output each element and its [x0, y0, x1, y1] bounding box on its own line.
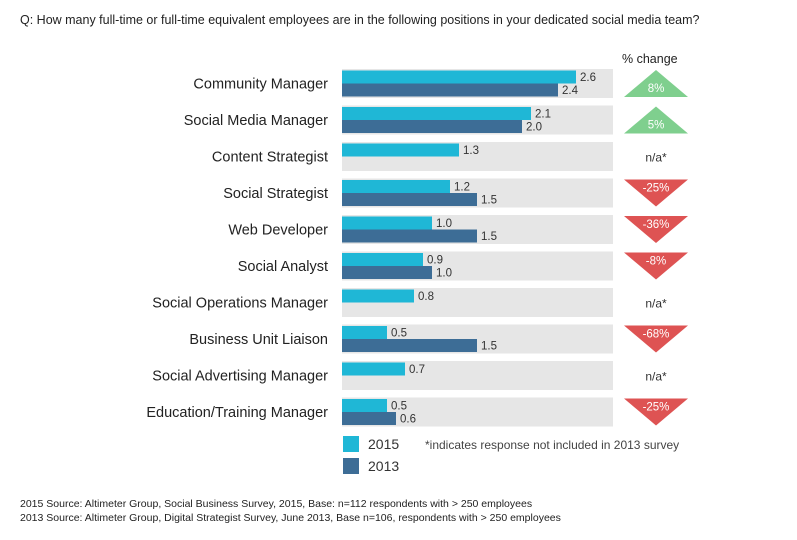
value-label-2015: 2.1: [535, 109, 551, 121]
value-label-2015: 1.0: [436, 218, 452, 230]
value-label-2013: 0.6: [400, 414, 416, 426]
bar-2015: [342, 70, 576, 84]
bar-2015: [342, 107, 531, 120]
category-label: Social Strategist: [223, 186, 328, 202]
legend-label-2013: 2013: [368, 458, 400, 474]
legend-item-2013: 2013: [343, 458, 399, 474]
change-down-triangle: [624, 325, 688, 353]
value-label-2013: 1.5: [481, 341, 497, 353]
bar-2013: [342, 412, 396, 425]
percent-change-label: -36%: [643, 219, 670, 231]
percent-change-header: % change: [622, 52, 678, 66]
bar-2015: [342, 289, 414, 303]
value-label-2013: 1.0: [436, 268, 452, 280]
value-label-2015: 2.6: [580, 72, 596, 84]
source-2013: 2013 Source: Altimeter Group, Digital St…: [20, 512, 561, 524]
percent-change-na-label: n/a*: [645, 151, 667, 165]
legend-label-2015: 2015: [368, 436, 400, 452]
value-label-2015: 0.9: [427, 255, 443, 267]
bar-2013: [342, 339, 477, 352]
category-label: Social Operations Manager: [152, 296, 328, 312]
change-up-triangle: [624, 70, 688, 97]
category-label: Social Advertising Manager: [152, 369, 328, 385]
bar-2015: [342, 362, 405, 376]
change-down-triangle: [624, 252, 688, 280]
percent-change-na-label: n/a*: [645, 370, 667, 384]
sources: 2015 Source: Altimeter Group, Social Bus…: [20, 497, 561, 525]
value-label-2015: 0.7: [409, 364, 425, 376]
category-label: Social Analyst: [238, 259, 328, 275]
bar-2015: [342, 326, 387, 339]
percent-change-na-label: n/a*: [645, 297, 667, 311]
value-label-2015: 0.5: [391, 401, 407, 413]
category-label: Web Developer: [228, 223, 328, 239]
category-label: Business Unit Liaison: [189, 332, 328, 348]
value-label-2015: 0.8: [418, 291, 434, 303]
value-label-2015: 1.3: [463, 145, 479, 157]
percent-change-label: -68%: [643, 329, 670, 341]
value-label-2013: 2.0: [526, 122, 542, 134]
legend-swatch-2015: [343, 436, 359, 452]
bar-2015: [342, 253, 423, 266]
footnote: *indicates response not included in 2013…: [425, 438, 680, 452]
bar-2013: [342, 229, 477, 243]
percent-change-label: -8%: [646, 256, 666, 268]
value-label-2013: 2.4: [562, 85, 579, 97]
bar-2013: [342, 120, 522, 133]
survey-question: Q: How many full-time or full-time equiv…: [20, 13, 700, 27]
bar-2013: [342, 83, 558, 97]
change-down-triangle: [624, 179, 688, 207]
bar-2013: [342, 266, 432, 279]
value-label-2013: 1.5: [481, 231, 497, 243]
bar-2015: [342, 399, 387, 412]
legend-item-2015: 2015: [343, 436, 399, 452]
change-down-triangle: [624, 216, 688, 243]
bar-2015: [342, 180, 450, 193]
value-label-2015: 0.5: [391, 328, 407, 340]
category-label: Content Strategist: [212, 150, 328, 166]
category-label: Social Media Manager: [184, 113, 328, 129]
bar-2015: [342, 216, 432, 230]
percent-change-label: 5%: [648, 120, 665, 132]
bar-2013: [342, 193, 477, 206]
category-label: Education/Training Manager: [146, 405, 328, 421]
value-label-2013: 1.5: [481, 195, 497, 207]
bar-chart: Community Manager 2.62.4 8% Social Media Ma…: [146, 69, 688, 427]
category-label: Community Manager: [193, 77, 328, 93]
change-up-triangle: [624, 106, 688, 134]
percent-change-label: -25%: [643, 402, 670, 414]
legend-swatch-2013: [343, 458, 359, 474]
change-down-triangle: [624, 398, 688, 426]
percent-change-label: -25%: [643, 183, 670, 195]
value-label-2015: 1.2: [454, 182, 470, 194]
source-2015: 2015 Source: Altimeter Group, Social Bus…: [20, 498, 533, 510]
percent-change-label: 8%: [648, 83, 665, 95]
bar-2015: [342, 143, 459, 157]
